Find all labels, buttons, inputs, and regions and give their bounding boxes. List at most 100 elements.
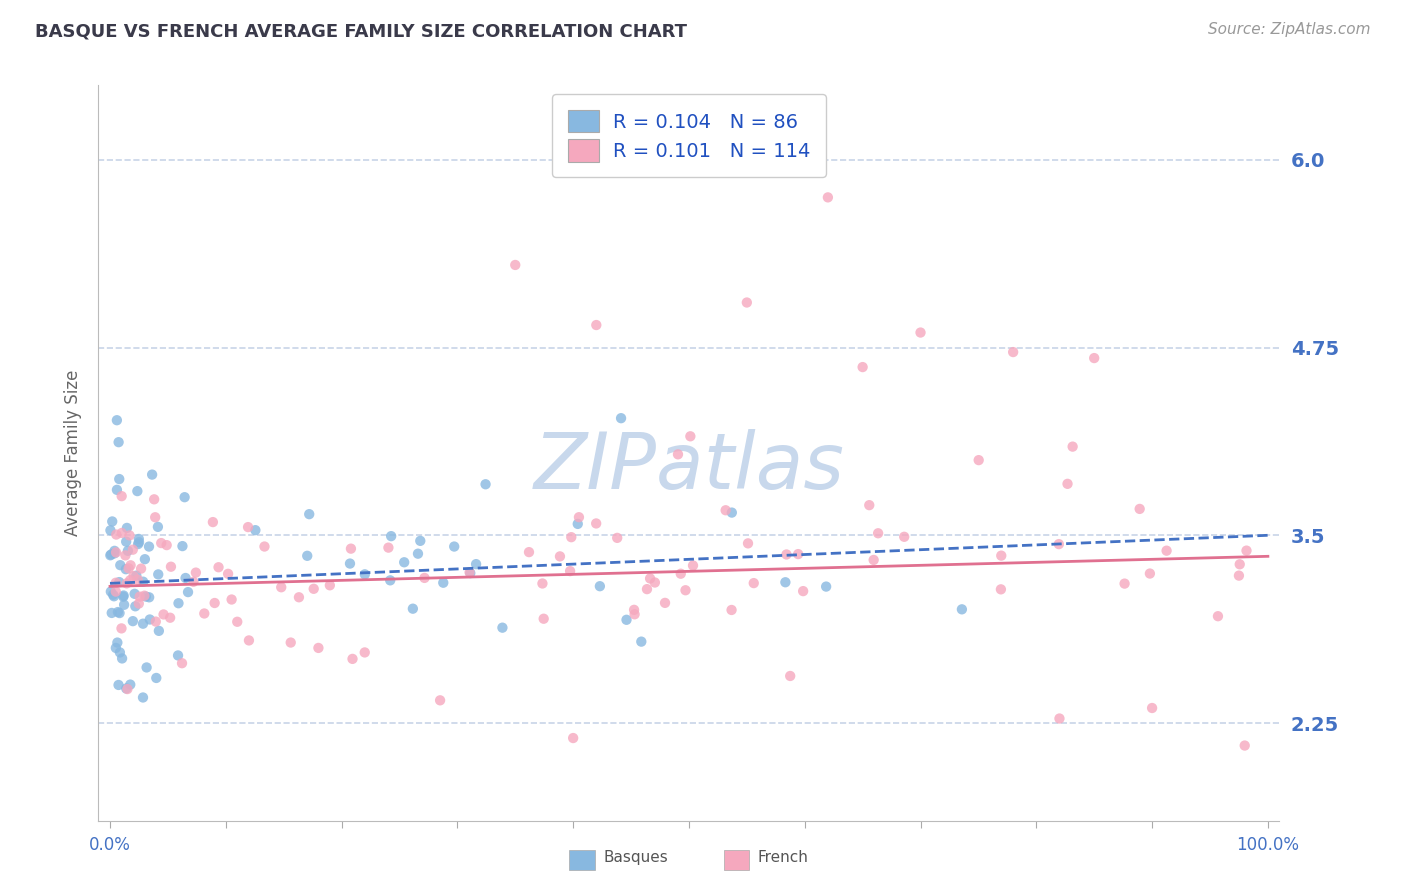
Point	[270, 580, 292, 594]
Point	[558, 564, 581, 578]
Point	[669, 566, 692, 581]
Point	[288, 591, 311, 605]
Point	[114, 562, 136, 576]
Point	[815, 580, 838, 594]
Point	[630, 634, 652, 648]
Point	[134, 589, 156, 603]
Point	[616, 613, 638, 627]
Point	[950, 602, 973, 616]
Point	[1140, 701, 1163, 715]
Point	[143, 510, 166, 524]
Point	[111, 651, 134, 665]
Point	[1056, 476, 1078, 491]
Point	[1206, 609, 1229, 624]
Point	[105, 483, 128, 497]
Text: French: French	[758, 850, 808, 865]
Point	[562, 731, 585, 745]
Point	[138, 540, 160, 554]
Point	[145, 671, 167, 685]
Point	[108, 472, 131, 486]
Point	[548, 549, 571, 564]
Point	[152, 607, 174, 622]
Point	[1236, 543, 1258, 558]
Text: ZIPatlas: ZIPatlas	[533, 429, 845, 506]
Point	[1129, 502, 1152, 516]
Point	[655, 161, 678, 175]
Point	[120, 573, 142, 587]
Point	[432, 575, 454, 590]
Point	[226, 615, 249, 629]
Point	[104, 584, 127, 599]
Point	[1083, 351, 1105, 365]
Point	[787, 547, 810, 561]
Point	[491, 621, 513, 635]
Point	[100, 584, 122, 599]
Point	[238, 633, 260, 648]
Point	[721, 506, 744, 520]
Point	[115, 576, 138, 591]
Point	[775, 575, 797, 590]
Point	[679, 429, 702, 443]
Point	[1156, 543, 1178, 558]
Point	[253, 540, 276, 554]
Point	[735, 295, 758, 310]
Point	[100, 548, 122, 562]
Point	[245, 523, 267, 537]
Point	[990, 549, 1012, 563]
Point	[167, 596, 190, 610]
Point	[174, 571, 197, 585]
Point	[392, 555, 415, 569]
Point	[207, 560, 229, 574]
Point	[893, 530, 915, 544]
Point	[429, 693, 451, 707]
Point	[610, 411, 633, 425]
Point	[465, 557, 488, 571]
Point	[105, 635, 128, 649]
Point	[100, 606, 122, 620]
Point	[114, 549, 136, 563]
Point	[156, 538, 179, 552]
Point	[201, 515, 224, 529]
Point	[862, 553, 884, 567]
Point	[720, 603, 742, 617]
Point	[217, 566, 239, 581]
Point	[127, 484, 149, 499]
Point	[297, 549, 319, 563]
Point	[125, 568, 148, 582]
Point	[120, 558, 142, 573]
Point	[307, 640, 329, 655]
Point	[858, 498, 880, 512]
Point	[150, 536, 173, 550]
Point	[193, 607, 215, 621]
Point	[1047, 537, 1070, 551]
Point	[302, 582, 325, 596]
Point	[714, 503, 737, 517]
Point	[110, 558, 132, 573]
Point	[110, 621, 132, 635]
Point	[120, 677, 142, 691]
Point	[533, 612, 555, 626]
Point	[111, 489, 134, 503]
Point	[107, 605, 129, 619]
Point	[124, 599, 146, 614]
Point	[100, 524, 122, 538]
Point	[623, 607, 645, 622]
Point	[458, 566, 481, 580]
Point	[108, 575, 131, 590]
Point	[298, 507, 321, 521]
Point	[128, 590, 150, 604]
Point	[105, 527, 128, 541]
Point	[1114, 576, 1136, 591]
Point	[98, 549, 121, 563]
Point	[121, 614, 143, 628]
Point	[145, 615, 167, 629]
Point	[280, 635, 302, 649]
Point	[112, 589, 135, 603]
Point	[148, 567, 170, 582]
Point	[132, 690, 155, 705]
Point	[117, 682, 139, 697]
Point	[409, 533, 432, 548]
Point	[589, 579, 612, 593]
Point	[353, 567, 375, 582]
Point	[1233, 739, 1256, 753]
